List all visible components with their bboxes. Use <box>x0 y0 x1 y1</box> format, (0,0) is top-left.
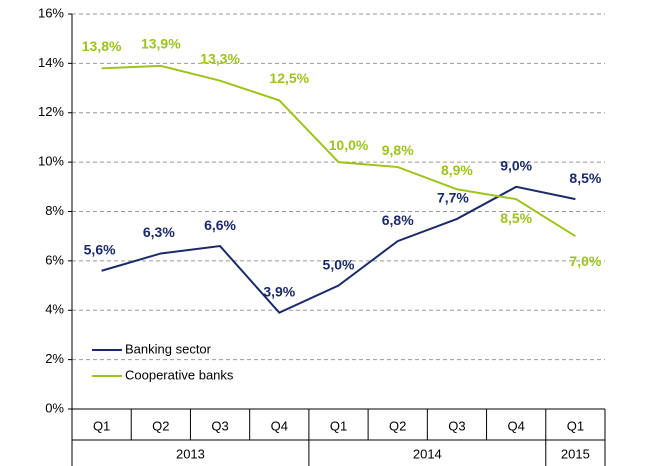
x-tick-label: Q4 <box>507 418 524 433</box>
x-tick-label: Q2 <box>389 418 406 433</box>
series-line <box>101 185 576 314</box>
y-tick-label: 2% <box>45 351 64 366</box>
value-label: 3,9% <box>263 283 295 299</box>
x-tick-label: Q1 <box>567 418 584 433</box>
value-label: 8,5% <box>500 210 532 226</box>
value-label: 6,6% <box>204 217 236 233</box>
y-tick-label: 0% <box>45 400 64 415</box>
y-tick-label: 12% <box>38 104 64 119</box>
y-tick-label: 4% <box>45 302 64 317</box>
y-tick-label: 10% <box>38 154 64 169</box>
y-tick-label: 14% <box>38 55 64 70</box>
x-tick-label: Q3 <box>211 418 228 433</box>
x-tick-label: Q1 <box>330 418 347 433</box>
value-label: 13,3% <box>200 50 240 66</box>
x-tick-label: Q1 <box>93 418 110 433</box>
x-tick-label: Q4 <box>271 418 288 433</box>
legend-label: Banking sector <box>125 341 212 356</box>
group-label: 2013 <box>176 446 205 461</box>
series-line <box>101 64 576 238</box>
value-label: 9,8% <box>382 142 414 158</box>
x-tick-label: Q3 <box>448 418 465 433</box>
value-label: 8,9% <box>441 162 473 178</box>
value-label: 8,5% <box>569 170 601 186</box>
y-tick-label: 8% <box>45 203 64 218</box>
group-label: 2015 <box>561 446 590 461</box>
value-label: 7,0% <box>569 253 601 269</box>
value-label: 12,5% <box>269 70 309 86</box>
value-label: 7,7% <box>437 190 469 206</box>
group-label: 2014 <box>413 446 442 461</box>
value-label: 6,8% <box>382 212 414 228</box>
y-tick-label: 16% <box>38 5 64 20</box>
y-tick-label: 6% <box>45 252 64 267</box>
legend-label: Cooperative banks <box>125 367 234 382</box>
value-label: 13,8% <box>82 38 122 54</box>
value-label: 9,0% <box>500 158 532 174</box>
value-label: 13,9% <box>141 36 181 52</box>
value-label: 10,0% <box>329 137 369 153</box>
value-label: 5,6% <box>84 241 116 257</box>
value-label: 6,3% <box>143 224 175 240</box>
x-tick-label: Q2 <box>152 418 169 433</box>
value-label: 5,0% <box>323 256 355 272</box>
